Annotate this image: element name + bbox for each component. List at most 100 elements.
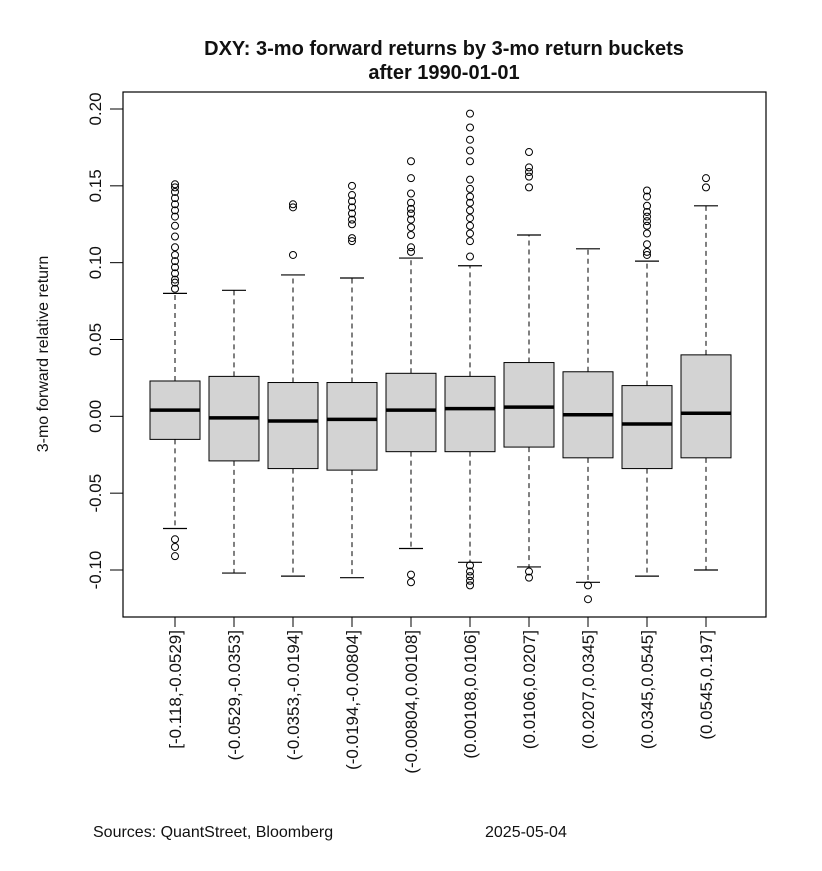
chart-title-line: after 1990-01-01 [368, 62, 519, 84]
box-6 [444, 109, 496, 590]
outlier-point [466, 581, 474, 590]
outlier-point [643, 186, 651, 195]
outlier-point [702, 174, 710, 183]
outlier-point [289, 250, 297, 259]
outlier-point [643, 192, 651, 201]
outlier-point [407, 157, 415, 166]
outlier-point [466, 135, 474, 144]
outlier-point [348, 234, 356, 243]
x-tick-label: [-0.118,-0.0529] [166, 630, 185, 749]
outlier-point [171, 200, 179, 209]
outlier-point [466, 157, 474, 166]
outlier-point [348, 181, 356, 190]
box-3 [267, 200, 319, 577]
outlier-point [171, 278, 179, 287]
outlier-point [171, 257, 179, 266]
y-tick-label: -0.10 [86, 551, 105, 590]
x-tick-label: (0.0545,0.197] [697, 630, 716, 740]
outlier-point [466, 192, 474, 201]
footer-sources: Sources: QuantStreet, Bloomberg [93, 824, 333, 841]
x-tick-label: (-0.0529,-0.0353] [225, 630, 244, 760]
outlier-point [407, 231, 415, 240]
box-10 [680, 174, 732, 571]
outlier-point [466, 576, 474, 585]
outlier-point [171, 187, 179, 196]
outlier-point [525, 172, 533, 181]
x-tick-label: (0.00108,0.0106] [461, 630, 480, 759]
box-9 [621, 186, 673, 577]
outlier-point [643, 247, 651, 256]
outlier-point [407, 204, 415, 213]
outlier-point [643, 212, 651, 221]
y-tick-label: 0.20 [86, 92, 105, 125]
x-tick-label: (0.0345,0.0545] [638, 630, 657, 749]
y-axis-label: 3-mo forward relative return [35, 256, 52, 453]
outlier-point [466, 146, 474, 155]
outlier-point [171, 232, 179, 241]
x-tick-label: (0.0106,0.0207] [520, 630, 539, 749]
outlier-point [171, 243, 179, 252]
outlier-point [466, 221, 474, 230]
outlier-point [407, 223, 415, 232]
outlier-point [348, 215, 356, 224]
box-8 [562, 248, 614, 604]
y-axis: -0.10 -0.05 0.00 0.05 0.10 0.15 0.20 [86, 92, 124, 590]
outlier-point [525, 163, 533, 172]
outlier-point [348, 209, 356, 218]
outlier-point [171, 275, 179, 284]
outlier-point [171, 263, 179, 272]
x-axis: [-0.118,-0.0529] (-0.0529,-0.0353] (-0.035… [166, 616, 716, 774]
chart-title: DXY: 3-mo forward returns by 3-mo return… [204, 38, 684, 84]
box-7 [503, 148, 555, 582]
outlier-point [466, 206, 474, 215]
outlier-point [171, 221, 179, 230]
outlier-point [289, 203, 297, 212]
outlier-point [643, 221, 651, 230]
outlier-point [466, 198, 474, 207]
y-tick-label: 0.10 [86, 246, 105, 279]
box-iqr [680, 354, 732, 459]
outlier-point [348, 197, 356, 206]
outlier-point [407, 247, 415, 256]
box-5 [385, 157, 437, 587]
outlier-point [702, 183, 710, 192]
y-tick-label: 0.05 [86, 323, 105, 356]
outlier-point [407, 570, 415, 579]
y-tick-label: 0.00 [86, 400, 105, 433]
chart-title-line: DXY: 3-mo forward returns by 3-mo return… [204, 38, 684, 60]
outlier-point [525, 168, 533, 177]
outlier-point [348, 191, 356, 200]
outlier-point [407, 174, 415, 183]
outlier-point [466, 567, 474, 576]
outlier-point [466, 572, 474, 581]
box-4 [326, 181, 378, 579]
outlier-point [407, 243, 415, 252]
x-tick-label: (-0.00804,0.00108] [402, 630, 421, 774]
outlier-point [171, 212, 179, 221]
outlier-point [171, 250, 179, 259]
outlier-point [643, 250, 651, 259]
outlier-point [171, 183, 179, 192]
outlier-point [525, 148, 533, 157]
footer-date: 2025-05-04 [485, 824, 567, 841]
box-iqr [503, 362, 555, 448]
box-2 [208, 289, 260, 574]
outlier-point [171, 194, 179, 203]
box-iqr [444, 375, 496, 453]
outlier-point [466, 237, 474, 246]
outlier-point [466, 229, 474, 238]
outlier-point [348, 203, 356, 212]
outlier-point [407, 578, 415, 587]
outlier-point [525, 183, 533, 192]
box-iqr [326, 382, 378, 471]
outlier-point [171, 542, 179, 551]
outlier-point [171, 206, 179, 215]
outlier-point [466, 561, 474, 570]
outlier-point [643, 229, 651, 238]
outlier-point [525, 567, 533, 576]
y-tick-label: -0.05 [86, 474, 105, 513]
box-iqr [621, 385, 673, 470]
y-tick-label: 0.15 [86, 169, 105, 202]
